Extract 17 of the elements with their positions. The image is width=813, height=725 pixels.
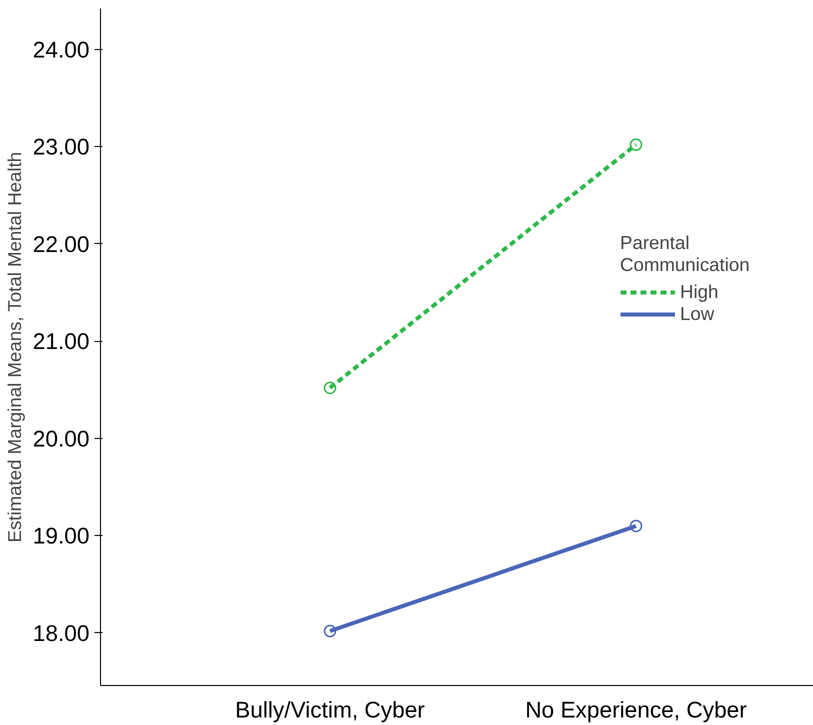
- x-tick-label: Bully/Victim, Cyber: [235, 696, 426, 722]
- legend-label: Low: [680, 303, 714, 325]
- legend-title: Parental Communication: [620, 232, 750, 276]
- y-tick-label: 24.00: [32, 36, 90, 62]
- y-tick-label: 21.00: [32, 328, 90, 354]
- y-tick-label: 20.00: [32, 425, 90, 452]
- y-tick-label: 19.00: [32, 522, 90, 549]
- y-tick-label: 22.00: [32, 230, 90, 257]
- point: [630, 138, 642, 151]
- x-tick-label: No Experience, Cyber: [525, 696, 748, 722]
- y-axis-title: Estimated Marginal Means, Total Mental Health: [4, 152, 25, 542]
- y-tick-label: 18.00: [32, 620, 90, 646]
- legend-label: High: [680, 281, 718, 303]
- point: [324, 382, 336, 394]
- point: [630, 520, 642, 532]
- y-tick-label: 23.00: [32, 134, 90, 160]
- point: [324, 624, 336, 638]
